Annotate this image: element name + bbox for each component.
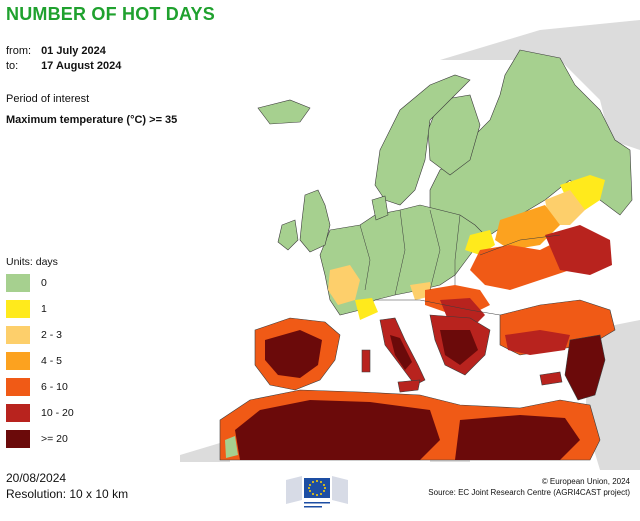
from-row: from: 01 July 2024 — [6, 44, 121, 59]
legend: Units: days 0 1 2 - 3 4 - 5 6 - 10 10 - … — [6, 256, 74, 456]
legend-swatch — [6, 430, 30, 448]
to-label: to: — [6, 60, 19, 72]
legend-label: 10 - 20 — [41, 407, 74, 419]
legend-label: >= 20 — [41, 433, 68, 445]
european-commission-logo — [284, 474, 350, 516]
from-label: from: — [6, 45, 32, 57]
legend-label: 1 — [41, 303, 47, 315]
legend-item: >= 20 — [6, 430, 74, 448]
from-value: 01 July 2024 — [41, 45, 106, 57]
to-row: to: 17 August 2024 — [6, 59, 121, 74]
map-title: NUMBER OF HOT DAYS — [6, 4, 215, 24]
turkey-mideast — [499, 299, 616, 401]
parameter-label: Maximum temperature (°C) >= 35 — [6, 114, 178, 126]
country-borders — [359, 209, 561, 316]
credits: © European Union, 2024 Source: EC Joint … — [428, 476, 630, 498]
copyright: © European Union, 2024 — [541, 477, 630, 486]
legend-item: 10 - 20 — [6, 404, 74, 422]
legend-item: 2 - 3 — [6, 326, 74, 344]
legend-item: 0 — [6, 274, 74, 292]
legend-item: 1 — [6, 300, 74, 318]
legend-label: 0 — [41, 277, 47, 289]
land-low-days — [328, 175, 605, 320]
legend-label: 4 - 5 — [41, 355, 63, 367]
iberia — [254, 317, 341, 391]
issue-date: 20/08/2024 — [6, 471, 67, 485]
legend-item: 4 - 5 — [6, 352, 74, 370]
legend-label: 2 - 3 — [41, 329, 63, 341]
land-zero-days — [257, 49, 633, 316]
legend-swatch — [6, 274, 30, 292]
date-range: from: 01 July 2024 to: 17 August 2024 — [6, 44, 121, 74]
legend-swatch — [6, 300, 30, 318]
legend-label: 6 - 10 — [41, 381, 68, 393]
legend-swatch — [6, 352, 30, 370]
to-value: 17 August 2024 — [41, 60, 122, 72]
source: Source: EC Joint Research Centre (AGRI4C… — [428, 488, 630, 497]
legend-swatch — [6, 404, 30, 422]
legend-item: 6 - 10 — [6, 378, 74, 396]
italy-balkans — [361, 314, 491, 393]
legend-swatch — [6, 326, 30, 344]
legend-units: Units: days — [6, 256, 58, 268]
resolution: Resolution: 10 x 10 km — [6, 487, 129, 501]
north-africa — [219, 389, 601, 461]
legend-swatch — [6, 378, 30, 396]
period-label: Period of interest — [6, 93, 90, 105]
